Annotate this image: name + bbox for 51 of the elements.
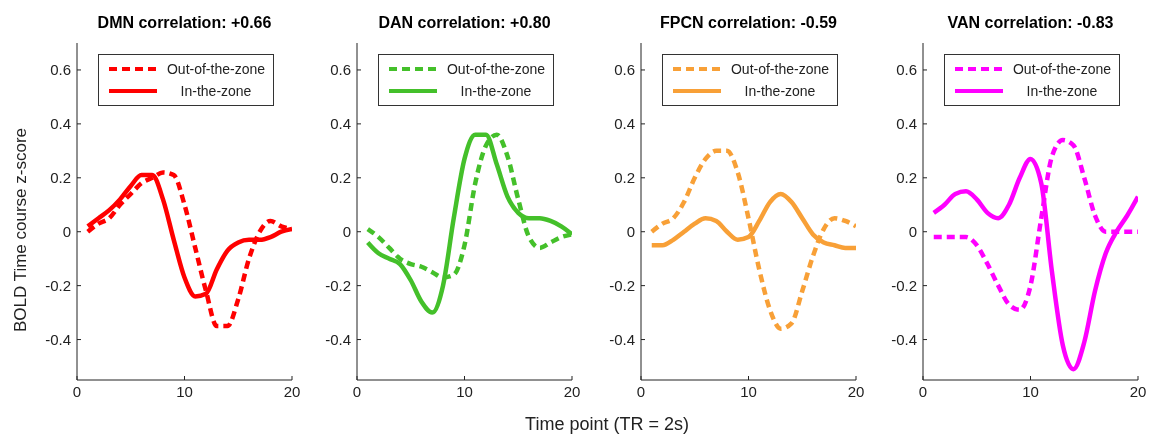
legend-label: Out-of-the-zone [730,61,830,77]
y-tick-label: -0.2 [609,276,635,294]
x-tick-label: 10 [1022,382,1039,400]
x-tick-label: 20 [283,382,301,400]
y-tick-label: 0.4 [896,115,917,133]
legend-label: Out-of-the-zone [446,61,546,77]
y-tick-label: 0 [908,223,917,241]
x-tick-label: 0 [72,382,82,400]
y-tick-label: 0 [62,223,71,241]
x-tick-label: 20 [847,382,865,400]
y-tick-label: -0.2 [325,276,351,294]
x-axis-title: Time point (TR = 2s) [524,414,690,435]
y-tick-label: -0.2 [891,276,917,294]
x-tick-label: 10 [176,382,193,400]
y-tick-label: 0.6 [614,61,635,79]
y-tick-label: 0.2 [614,169,635,187]
legend-label: Out-of-the-zone [166,61,266,77]
y-tick-label: -0.4 [609,330,635,348]
x-tick-label: 0 [636,382,646,400]
x-tick-label: 0 [918,382,928,400]
legend-label: Out-of-the-zone [1012,61,1112,77]
chart-title: DAN correlation: +0.80 [377,14,552,32]
y-tick-label: 0.6 [50,61,71,79]
y-tick-label: -0.4 [45,330,71,348]
x-tick-label: 20 [1129,382,1147,400]
y-tick-label: 0.6 [330,61,351,79]
x-tick-label: 20 [563,382,581,400]
legend-label: In-the-zone [459,83,533,99]
y-tick-label: -0.4 [891,330,917,348]
legend-label: In-the-zone [179,83,253,99]
y-tick-label: -0.4 [325,330,351,348]
y-tick-label: 0 [626,223,635,241]
chart-title: FPCN correlation: -0.59 [659,14,838,32]
y-tick-label: 0.6 [896,61,917,79]
x-tick-label: 0 [352,382,362,400]
y-tick-label: 0.2 [330,169,351,187]
y-tick-label: 0 [342,223,351,241]
y-tick-label: 0.2 [50,169,71,187]
y-tick-label: 0.4 [50,115,71,133]
legend-label: In-the-zone [743,83,817,99]
y-tick-label: 0.4 [614,115,635,133]
line-series [649,148,856,332]
y-tick-label: 0.4 [330,115,351,133]
y-tick-label: -0.2 [45,276,71,294]
legend-label: In-the-zone [1025,83,1099,99]
y-tick-label: 0.2 [896,169,917,187]
chart-title: DMN correlation: +0.66 [96,14,273,32]
y-axis-title: BOLD Time course z-score [11,126,31,335]
x-tick-label: 10 [456,382,473,400]
chart-title: VAN correlation: -0.83 [946,14,1115,32]
x-tick-label: 10 [740,382,757,400]
